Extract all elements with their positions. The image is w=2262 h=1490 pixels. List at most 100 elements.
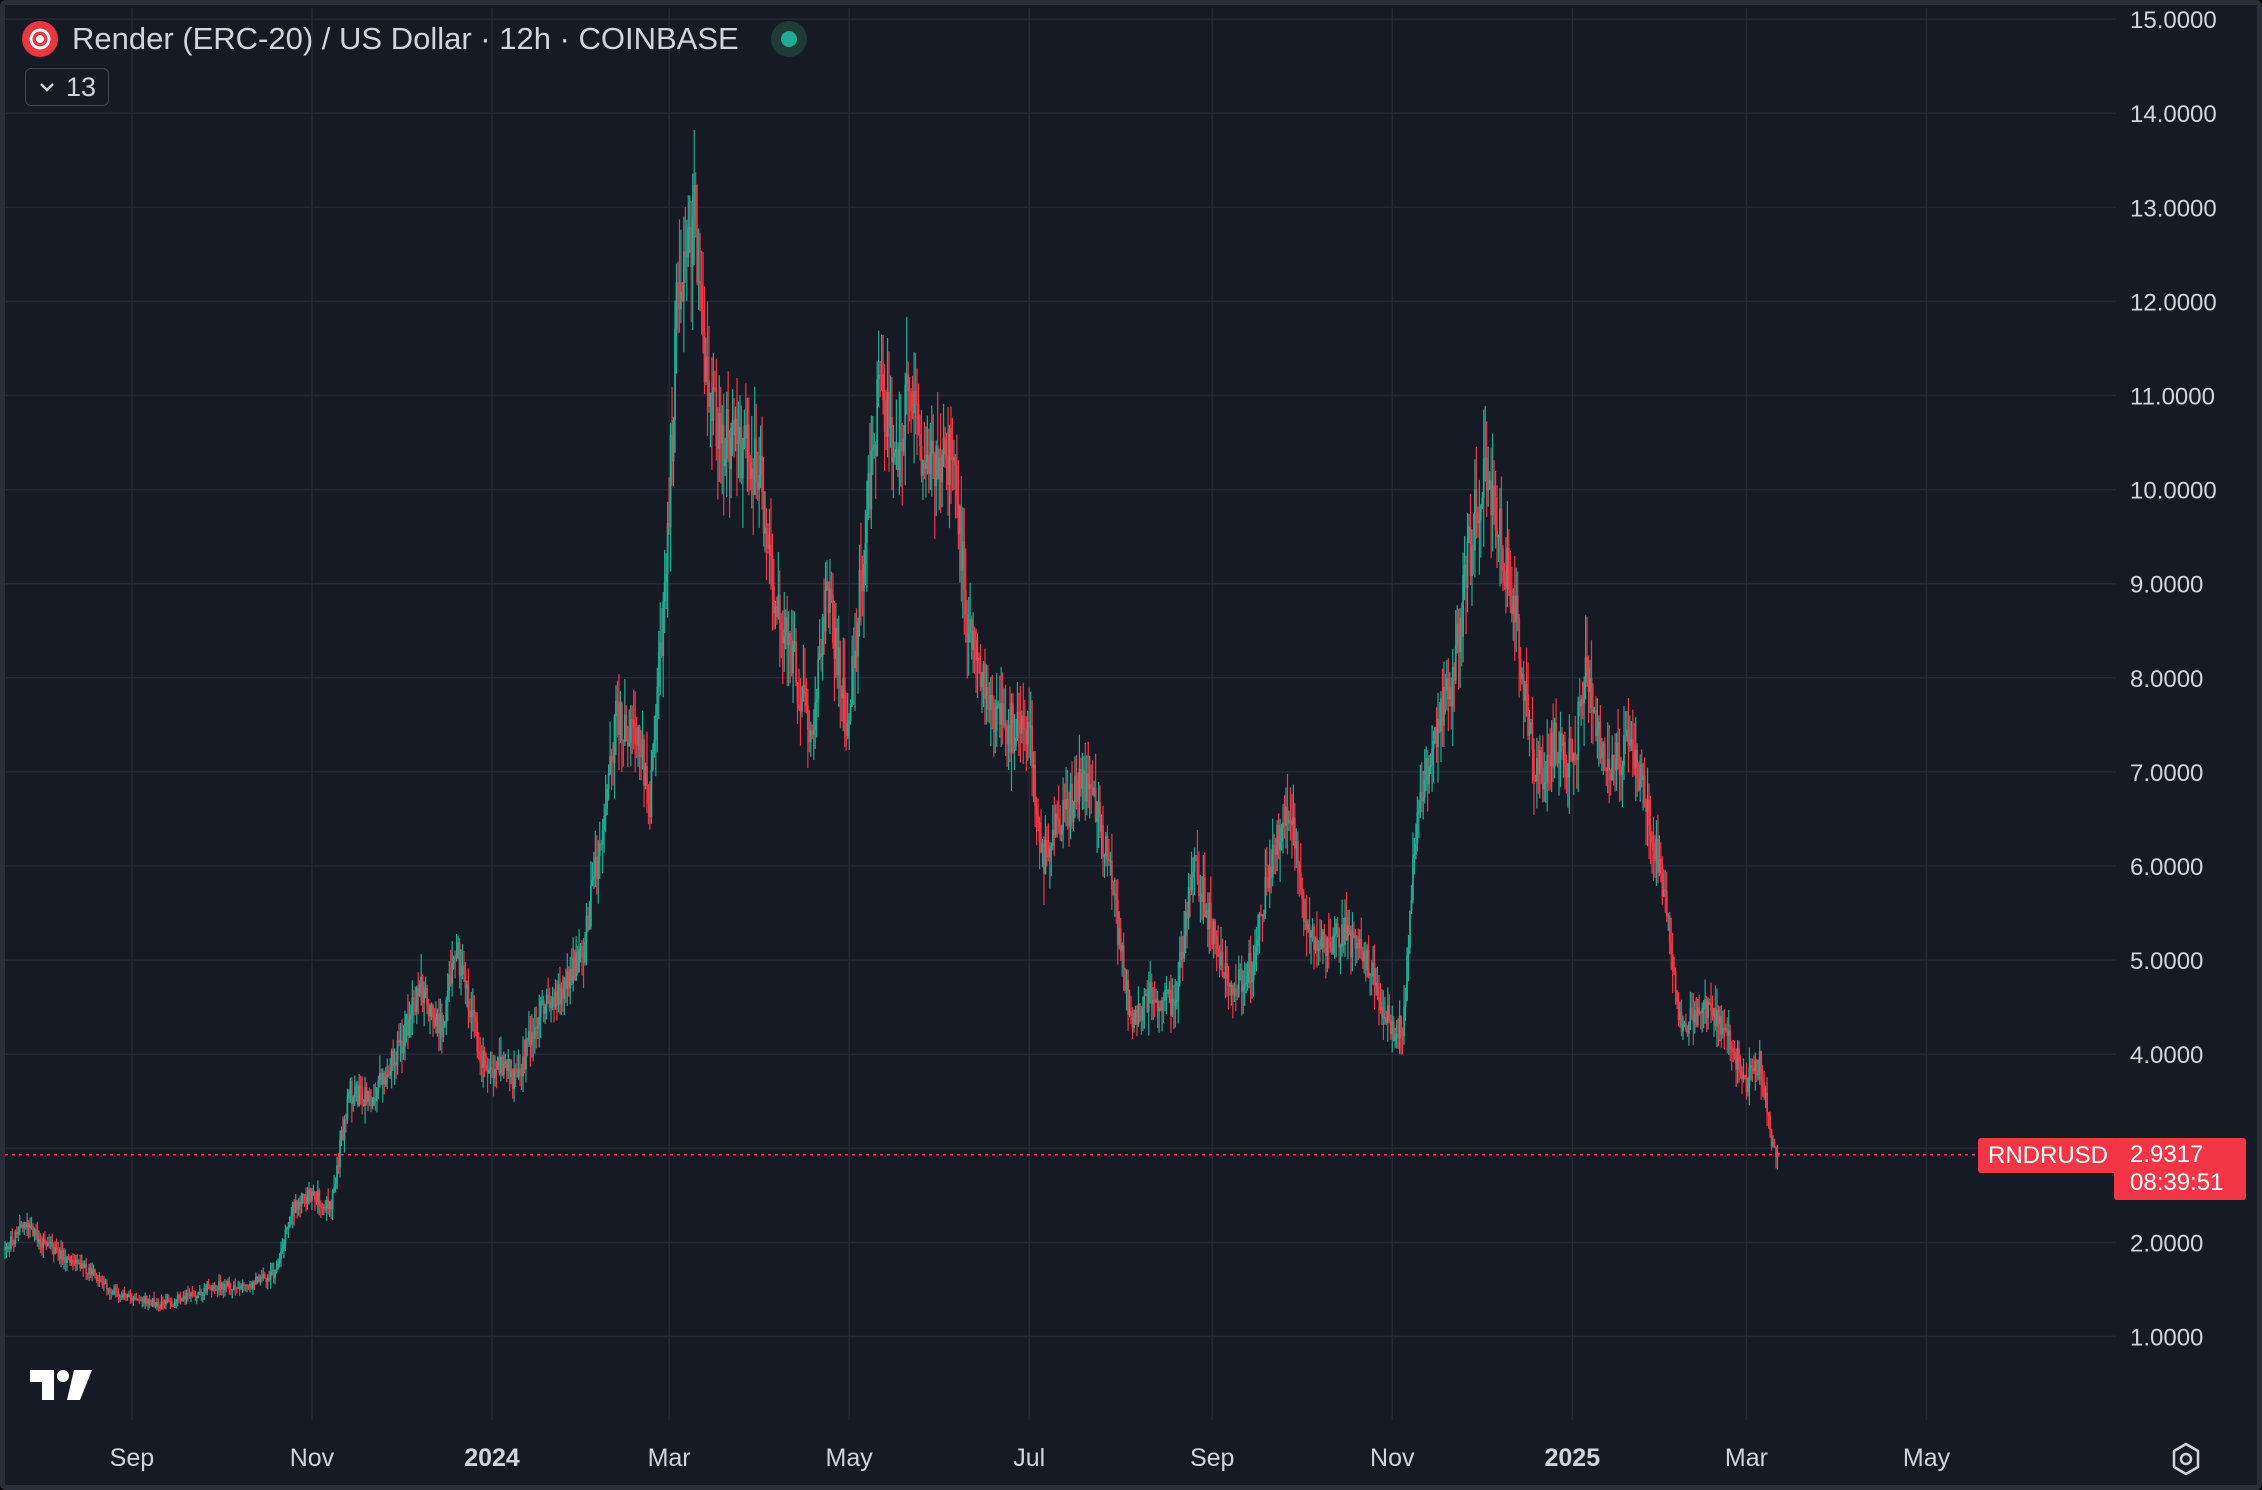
candle-body bbox=[228, 1280, 231, 1289]
candle-body bbox=[288, 1216, 291, 1227]
symbol-title[interactable]: Render (ERC-20) / US Dollar · 12h · COIN… bbox=[72, 21, 739, 56]
candle-body bbox=[1623, 735, 1625, 766]
candle-body bbox=[20, 1224, 23, 1226]
candle-body bbox=[104, 1283, 107, 1285]
candle-body bbox=[641, 739, 644, 758]
candle-body bbox=[402, 1046, 405, 1054]
candle-body bbox=[287, 1226, 290, 1229]
candle-body bbox=[960, 506, 963, 571]
candle-body bbox=[277, 1263, 279, 1269]
candle-body bbox=[805, 690, 808, 706]
candle-body bbox=[10, 1236, 12, 1250]
candle-body bbox=[1735, 1058, 1738, 1070]
candle-body bbox=[1519, 658, 1522, 680]
candle-body bbox=[1704, 998, 1707, 1008]
candle-body bbox=[1041, 844, 1044, 853]
candle-body bbox=[1283, 822, 1286, 826]
candle-body bbox=[325, 1199, 328, 1209]
candle-body bbox=[1749, 1065, 1752, 1068]
candle-body bbox=[502, 1064, 505, 1076]
candle-body bbox=[930, 440, 933, 454]
candle-body bbox=[899, 442, 902, 445]
candle-body bbox=[1317, 941, 1320, 951]
tradingview-logo-icon[interactable] bbox=[30, 1368, 92, 1402]
time-axis[interactable]: Sep Nov 2024 Mar May Jul Sep Nov 2025 Mar May bbox=[110, 1444, 1951, 1472]
candle-body bbox=[693, 184, 696, 217]
candle-body bbox=[1522, 673, 1525, 701]
candle-body bbox=[204, 1287, 207, 1293]
candle-body bbox=[1395, 1033, 1398, 1037]
candle-body bbox=[1227, 972, 1230, 986]
candle-body bbox=[1527, 694, 1529, 736]
candle-body bbox=[309, 1189, 312, 1202]
candle-body bbox=[842, 678, 845, 699]
candle-body bbox=[961, 541, 964, 571]
y-tick-label: 7.0000 bbox=[2130, 760, 2203, 787]
candle-body bbox=[1537, 757, 1540, 775]
candle-body bbox=[48, 1242, 51, 1244]
candle-body bbox=[364, 1087, 366, 1107]
candle-body bbox=[755, 438, 758, 483]
candle-body bbox=[1212, 920, 1215, 945]
candle-body bbox=[408, 1019, 411, 1036]
candle-body bbox=[665, 573, 668, 583]
candle-body bbox=[285, 1228, 288, 1230]
candle-body bbox=[1652, 842, 1655, 851]
candle-body bbox=[733, 420, 735, 436]
gear-icon[interactable] bbox=[2168, 1441, 2204, 1477]
candle-body bbox=[1499, 508, 1501, 537]
indicators-toggle-button[interactable]: 13 bbox=[25, 68, 110, 106]
candle-body bbox=[1366, 949, 1369, 970]
candle-body bbox=[1351, 931, 1354, 958]
candle-body bbox=[405, 1014, 408, 1027]
candle-body bbox=[832, 594, 834, 643]
candle-body bbox=[1651, 835, 1653, 843]
candle-body bbox=[953, 456, 955, 461]
candle-body bbox=[1010, 703, 1013, 753]
candle-body bbox=[1578, 701, 1581, 707]
candle-body bbox=[1015, 737, 1017, 747]
candle-body bbox=[1288, 819, 1290, 824]
candle-body bbox=[870, 450, 873, 510]
candle-body bbox=[64, 1257, 67, 1263]
candle-body bbox=[865, 514, 868, 544]
candle-body bbox=[581, 946, 583, 959]
candle-body bbox=[873, 444, 876, 449]
candle-body bbox=[131, 1298, 133, 1300]
price-axis[interactable]: 1.00002.00003.00004.00005.00006.00007.00… bbox=[2130, 7, 2217, 1351]
candle-body bbox=[898, 444, 901, 471]
candle-body bbox=[1169, 989, 1172, 1016]
candle-body bbox=[1592, 708, 1594, 714]
candle-body bbox=[387, 1074, 390, 1076]
y-tick-label: 8.0000 bbox=[2130, 666, 2203, 693]
candle-body bbox=[911, 411, 914, 414]
candle-body bbox=[272, 1269, 275, 1279]
candle-body bbox=[141, 1298, 144, 1301]
candle-body bbox=[24, 1222, 27, 1227]
y-tick-label: 9.0000 bbox=[2130, 572, 2203, 599]
market-status[interactable] bbox=[770, 21, 807, 57]
candle-body bbox=[334, 1184, 337, 1188]
candle-body bbox=[156, 1302, 158, 1306]
candle-body bbox=[1075, 776, 1078, 780]
candle-body bbox=[164, 1300, 167, 1306]
candle-body bbox=[451, 962, 454, 984]
candle-body bbox=[1533, 749, 1535, 781]
x-tick-label: 2024 bbox=[464, 1444, 520, 1472]
candle-body bbox=[600, 843, 603, 845]
candle-body bbox=[1003, 723, 1006, 725]
candle-body bbox=[699, 281, 702, 285]
candle-body bbox=[86, 1273, 89, 1275]
candle-body bbox=[110, 1292, 113, 1294]
candle-body bbox=[1683, 1023, 1686, 1026]
candle-body bbox=[528, 1031, 530, 1042]
candle-body bbox=[1524, 684, 1526, 701]
candle-body bbox=[1472, 545, 1475, 551]
candle-body bbox=[1198, 880, 1200, 896]
candle-body bbox=[361, 1086, 364, 1100]
candle-body bbox=[954, 456, 957, 465]
candle-body bbox=[1096, 817, 1098, 822]
candle-body bbox=[889, 416, 892, 428]
candle-body bbox=[975, 638, 977, 661]
